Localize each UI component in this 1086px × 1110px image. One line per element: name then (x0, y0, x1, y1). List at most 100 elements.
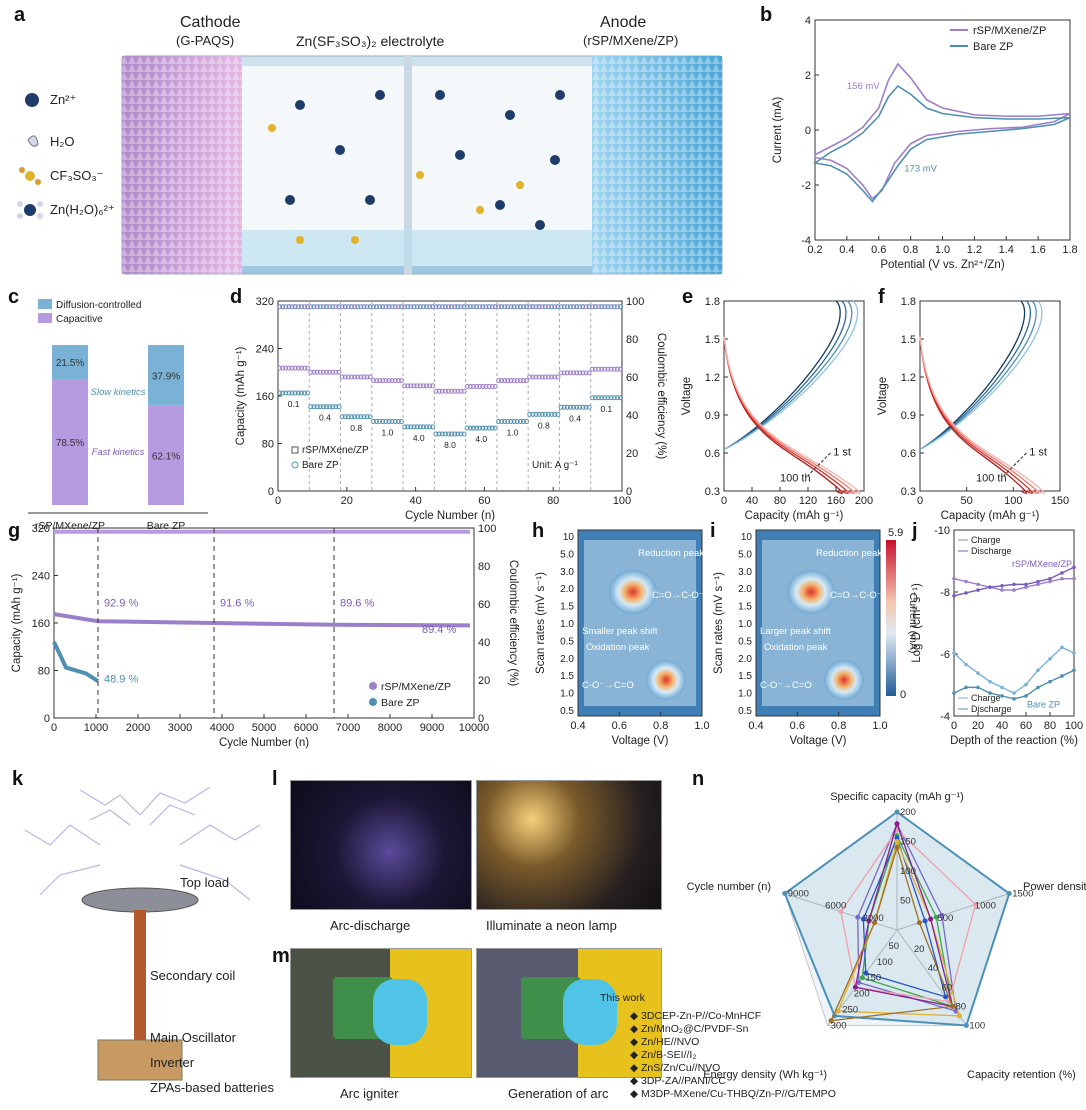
heatmap-label: Larger peak shift (760, 626, 831, 637)
point-bare (536, 411, 542, 417)
point-bare (277, 390, 283, 396)
point-bare (530, 411, 536, 417)
point-bare (458, 431, 464, 437)
point-ce (430, 304, 436, 310)
x-tick-label: 40 (409, 495, 421, 507)
point-bare (602, 395, 608, 401)
point-rsp (530, 374, 536, 380)
panel-letter-d: d (230, 286, 243, 308)
point-ce (289, 304, 295, 310)
point-ce (577, 304, 583, 310)
radar-point (939, 912, 945, 918)
x-tick-label: 0 (951, 720, 957, 732)
charge-curve (723, 300, 847, 451)
retention-label: 89.4 % (422, 624, 456, 636)
point-rsp (392, 378, 398, 384)
point-ce (530, 304, 536, 310)
point-bare (414, 424, 420, 430)
x-tick-label: 1.4 (999, 244, 1014, 256)
point-rsp (474, 384, 480, 389)
plot-frame (919, 300, 1061, 492)
point-ce (361, 304, 367, 310)
radar-tick-label: 1500 (1012, 889, 1033, 900)
retention-label: 91.6 % (220, 597, 254, 609)
panel-letter-j: j (912, 520, 918, 542)
point-bare (605, 395, 611, 401)
point-bare (617, 395, 623, 401)
rsp-charge-point (1036, 582, 1040, 587)
point-bare (592, 395, 598, 401)
y-tick-label: 320 (32, 523, 50, 535)
point-rsp (383, 378, 389, 384)
point-ce (367, 304, 373, 310)
radar-point (866, 918, 872, 924)
point-ce (311, 304, 317, 310)
point-ce (555, 304, 561, 310)
point-rsp (298, 365, 304, 371)
point-ce (499, 304, 505, 310)
legend-hydrated: Zn(H₂O)₆²⁺ (50, 202, 115, 217)
point-ce (592, 304, 598, 310)
x-axis-label: Cycle Number (n) (219, 737, 309, 749)
y-tick-label: -8 (940, 587, 950, 599)
radar-point (956, 1013, 962, 1019)
label-top-load: Top load (180, 875, 230, 890)
rate-label: 0.8 (538, 420, 550, 430)
panel-letter-f: f (878, 286, 885, 308)
point-ce (558, 304, 564, 310)
point-bare (474, 425, 480, 431)
point-bare (439, 431, 445, 437)
point-bare (520, 419, 526, 425)
y-tick-label: 1.5 (705, 334, 720, 346)
x-tick-label: 6000 (294, 722, 318, 734)
point-ce (492, 304, 498, 310)
point-ce (486, 304, 492, 310)
point-ce (474, 304, 480, 310)
point-bare (611, 395, 617, 401)
point-rsp (323, 369, 329, 375)
point-bare (402, 424, 408, 430)
y-tick-label: 2.0 (738, 584, 752, 595)
point-bare (395, 419, 401, 425)
plot-frame (577, 529, 703, 717)
radar-point (859, 975, 865, 981)
point-rsp (295, 365, 301, 371)
rsp-charge-point (952, 576, 956, 581)
point-bare (533, 411, 539, 417)
bare-discharge-point (1024, 694, 1028, 698)
point-ce (424, 304, 430, 310)
rsp-discharge-point (952, 594, 956, 598)
point-bare (361, 414, 367, 420)
point-ce (608, 304, 614, 310)
category-label: Bare ZP (147, 520, 186, 532)
point-bare (574, 404, 580, 410)
radar-point (894, 844, 900, 850)
point-rsp (292, 365, 298, 371)
point-bare (583, 404, 589, 410)
point-ce (449, 304, 455, 310)
rate-label: 0.8 (350, 423, 362, 433)
y-tick-label: 1.5 (560, 671, 574, 682)
y-tick-label: 0.9 (901, 410, 916, 422)
point-ce (580, 304, 586, 310)
point-rsp (536, 374, 542, 380)
y-tick-label: 5.0 (560, 549, 574, 560)
point-ce (339, 304, 345, 310)
radar-tick-label: 150 (865, 973, 881, 984)
radar-point (894, 839, 900, 844)
radar-point (894, 835, 900, 841)
panel-letter-g: g (8, 520, 21, 542)
x-tick-label: 0 (917, 495, 923, 507)
rsp-discharge-point (1000, 584, 1004, 588)
point-ce (314, 304, 320, 310)
point-rsp (286, 365, 292, 371)
x-tick-label: 5000 (252, 722, 276, 734)
radar-tick-label: 250 (842, 1005, 858, 1016)
reduction-peak-blob (609, 570, 657, 614)
y-tick-label: 1.5 (738, 602, 752, 613)
point-ce (611, 304, 617, 310)
rate-label: 4.0 (413, 433, 425, 443)
bar-diffusion (52, 345, 88, 380)
label-zpas-batteries: ZPAs-based batteries (150, 1080, 275, 1095)
x-tick-label: 1.6 (1030, 244, 1045, 256)
